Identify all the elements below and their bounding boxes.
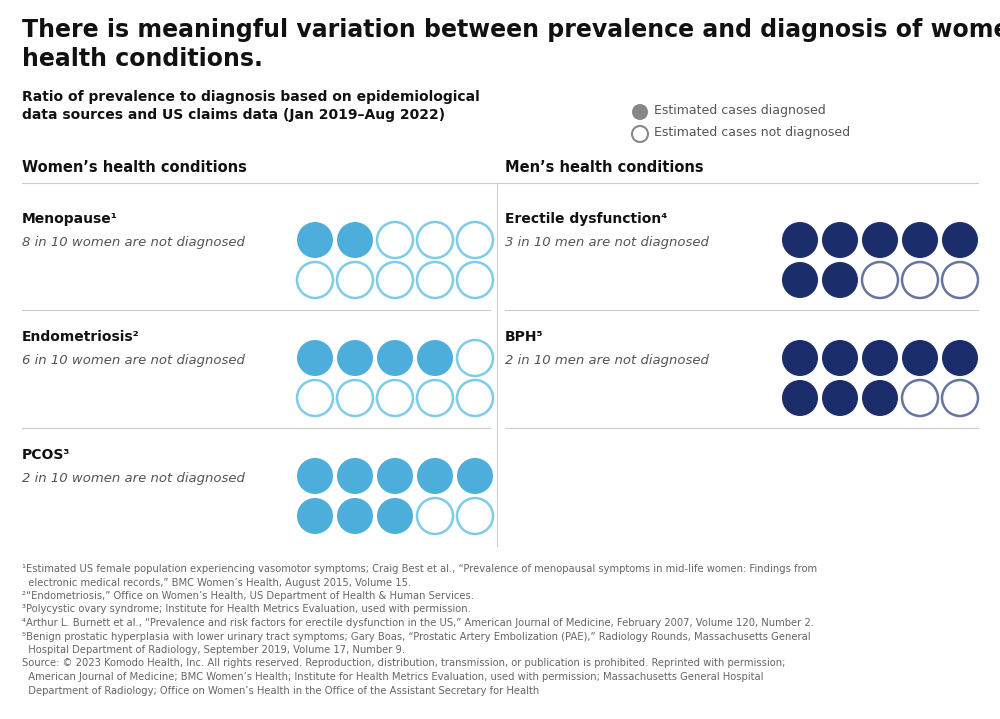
Circle shape [942, 380, 978, 416]
Circle shape [337, 458, 373, 494]
Text: Erectile dysfunction⁴: Erectile dysfunction⁴ [505, 212, 667, 226]
Circle shape [942, 262, 978, 298]
Text: Department of Radiology; Office on Women’s Health in the Office of the Assistant: Department of Radiology; Office on Women… [22, 685, 539, 695]
Circle shape [782, 262, 818, 298]
Circle shape [942, 222, 978, 258]
Text: 8 in 10 women are not diagnosed: 8 in 10 women are not diagnosed [22, 236, 245, 249]
Text: ³Polycystic ovary syndrome; Institute for Health Metrics Evaluation, used with p: ³Polycystic ovary syndrome; Institute fo… [22, 605, 471, 615]
Circle shape [297, 262, 333, 298]
Circle shape [457, 380, 493, 416]
Circle shape [417, 498, 453, 534]
Circle shape [862, 380, 898, 416]
Text: Women’s health conditions: Women’s health conditions [22, 160, 247, 175]
Circle shape [942, 340, 978, 376]
Circle shape [337, 498, 373, 534]
Circle shape [417, 458, 453, 494]
Text: American Journal of Medicine; BMC Women’s Health; Institute for Health Metrics E: American Journal of Medicine; BMC Women’… [22, 672, 764, 682]
Circle shape [822, 340, 858, 376]
Text: 2 in 10 men are not diagnosed: 2 in 10 men are not diagnosed [505, 354, 709, 367]
Text: ⁵Benign prostatic hyperplasia with lower urinary tract symptoms; Gary Boas, “Pro: ⁵Benign prostatic hyperplasia with lower… [22, 631, 811, 641]
Circle shape [377, 340, 413, 376]
Circle shape [632, 126, 648, 142]
Text: Source: © 2023 Komodo Health, Inc. All rights reserved. Reproduction, distributi: Source: © 2023 Komodo Health, Inc. All r… [22, 659, 785, 669]
Circle shape [862, 340, 898, 376]
Circle shape [377, 458, 413, 494]
Circle shape [337, 222, 373, 258]
Circle shape [822, 380, 858, 416]
Circle shape [862, 222, 898, 258]
Circle shape [457, 262, 493, 298]
Circle shape [457, 222, 493, 258]
Circle shape [417, 340, 453, 376]
Circle shape [297, 458, 333, 494]
Text: Estimated cases diagnosed: Estimated cases diagnosed [654, 104, 826, 117]
Circle shape [902, 340, 938, 376]
Circle shape [782, 380, 818, 416]
Text: PCOS³: PCOS³ [22, 448, 70, 462]
Text: Estimated cases not diagnosed: Estimated cases not diagnosed [654, 126, 850, 139]
Circle shape [297, 380, 333, 416]
Circle shape [297, 498, 333, 534]
Text: BPH⁵: BPH⁵ [505, 330, 544, 344]
Text: 2 in 10 women are not diagnosed: 2 in 10 women are not diagnosed [22, 472, 245, 485]
Text: ⁴Arthur L. Burnett et al., “Prevalence and risk factors for erectile dysfunction: ⁴Arthur L. Burnett et al., “Prevalence a… [22, 618, 814, 628]
Circle shape [822, 262, 858, 298]
Text: 6 in 10 women are not diagnosed: 6 in 10 women are not diagnosed [22, 354, 245, 367]
Circle shape [782, 340, 818, 376]
Text: 3 in 10 men are not diagnosed: 3 in 10 men are not diagnosed [505, 236, 709, 249]
Text: There is meaningful variation between prevalence and diagnosis of women’s
health: There is meaningful variation between pr… [22, 18, 1000, 70]
Circle shape [457, 498, 493, 534]
Text: Hospital Department of Radiology, September 2019, Volume 17, Number 9.: Hospital Department of Radiology, Septem… [22, 645, 405, 655]
Text: ¹Estimated US female population experiencing vasomotor symptoms; Craig Best et a: ¹Estimated US female population experien… [22, 564, 817, 574]
Circle shape [417, 262, 453, 298]
Text: Men’s health conditions: Men’s health conditions [505, 160, 704, 175]
Circle shape [377, 498, 413, 534]
Text: ²“Endometriosis,” Office on Women’s Health, US Department of Health & Human Serv: ²“Endometriosis,” Office on Women’s Heal… [22, 591, 474, 601]
Circle shape [902, 222, 938, 258]
Circle shape [297, 340, 333, 376]
Text: Menopause¹: Menopause¹ [22, 212, 118, 226]
Circle shape [417, 380, 453, 416]
Circle shape [902, 262, 938, 298]
Circle shape [862, 262, 898, 298]
Text: Endometriosis²: Endometriosis² [22, 330, 140, 344]
Circle shape [902, 380, 938, 416]
Circle shape [822, 222, 858, 258]
Circle shape [377, 262, 413, 298]
Text: Ratio of prevalence to diagnosis based on epidemiological
data sources and US cl: Ratio of prevalence to diagnosis based o… [22, 90, 480, 122]
Circle shape [337, 262, 373, 298]
Circle shape [457, 340, 493, 376]
Circle shape [457, 458, 493, 494]
Circle shape [337, 340, 373, 376]
Circle shape [417, 222, 453, 258]
Circle shape [337, 380, 373, 416]
Circle shape [297, 222, 333, 258]
Circle shape [632, 104, 648, 120]
Circle shape [377, 222, 413, 258]
Text: electronic medical records,” BMC Women’s Health, August 2015, Volume 15.: electronic medical records,” BMC Women’s… [22, 577, 411, 587]
Circle shape [782, 222, 818, 258]
Circle shape [377, 380, 413, 416]
